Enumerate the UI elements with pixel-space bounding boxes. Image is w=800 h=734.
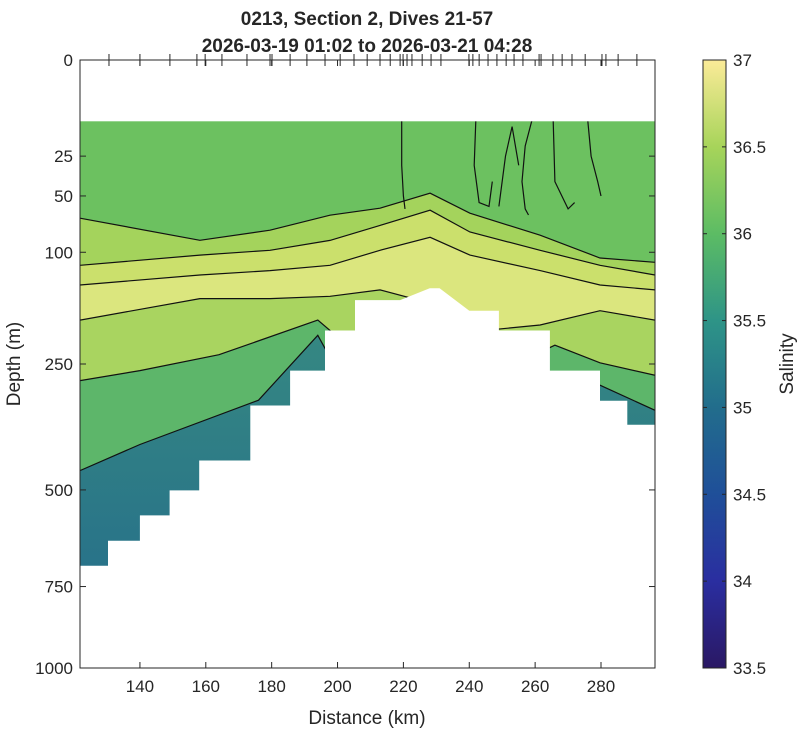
contour-line-0 xyxy=(80,192,655,263)
y-tick-label: 250 xyxy=(45,355,73,374)
colorbar-tick-label: 35.5 xyxy=(733,312,766,331)
contour-line-3 xyxy=(80,289,655,333)
contour-line-2 xyxy=(80,236,655,291)
x-tick-label: 140 xyxy=(126,677,154,696)
colorbar-label: Salinity xyxy=(777,333,798,395)
y-tick-label: 750 xyxy=(45,578,73,597)
colorbar-tick-label: 36 xyxy=(733,225,752,244)
axes: 140 160 180 200 220 240 260 280 0 25 50 100 250 500 75… xyxy=(35,51,656,696)
x-tick-label: 180 xyxy=(257,677,285,696)
vertical-contour-3 xyxy=(521,120,533,216)
y-tick-label: 500 xyxy=(45,481,73,500)
y-tick-label: 0 xyxy=(64,51,73,70)
y-tick-label: 100 xyxy=(45,243,73,262)
y-tick-label: 25 xyxy=(54,147,73,166)
chart-title-line-1: 0213, Section 2, Dives 21-57 xyxy=(241,9,493,30)
y-axis-label: Depth (m) xyxy=(4,322,25,406)
contour-line-1 xyxy=(80,209,655,276)
x-axis-label: Distance (km) xyxy=(308,708,425,729)
vertical-contour-4 xyxy=(552,120,576,210)
colorbar-tick-label: 34 xyxy=(733,572,752,591)
vertical-contour-5 xyxy=(587,120,602,197)
vertical-contour-2 xyxy=(498,126,520,207)
colorbar-ticks: 33.5 34 34.5 35 35.5 36 36.5 37 xyxy=(703,51,766,678)
x-tick-label: 160 xyxy=(192,677,220,696)
x-tick-label: 240 xyxy=(455,677,483,696)
colorbar xyxy=(702,59,727,669)
colorbar-tick-label: 35 xyxy=(733,398,752,417)
vertical-contour-0 xyxy=(401,120,406,209)
colorbar-tick-label: 33.5 xyxy=(733,659,766,678)
chart-title-line-2: 2026-03-19 01:02 to 2026-03-21 04:28 xyxy=(202,36,533,57)
x-tick-label: 220 xyxy=(389,677,417,696)
colorbar-tick-label: 34.5 xyxy=(733,485,766,504)
x-tick-label: 200 xyxy=(323,677,351,696)
y-tick-label: 1000 xyxy=(35,659,73,678)
vertical-contour-1 xyxy=(473,120,493,208)
colorbar-tick-label: 36.5 xyxy=(733,138,766,157)
colorbar-tick-label: 37 xyxy=(733,51,752,70)
y-tick-label: 50 xyxy=(54,187,73,206)
seafloor-mask xyxy=(80,288,655,668)
top-no-data-band xyxy=(80,60,655,122)
x-tick-label: 280 xyxy=(587,677,615,696)
x-tick-label: 260 xyxy=(521,677,549,696)
